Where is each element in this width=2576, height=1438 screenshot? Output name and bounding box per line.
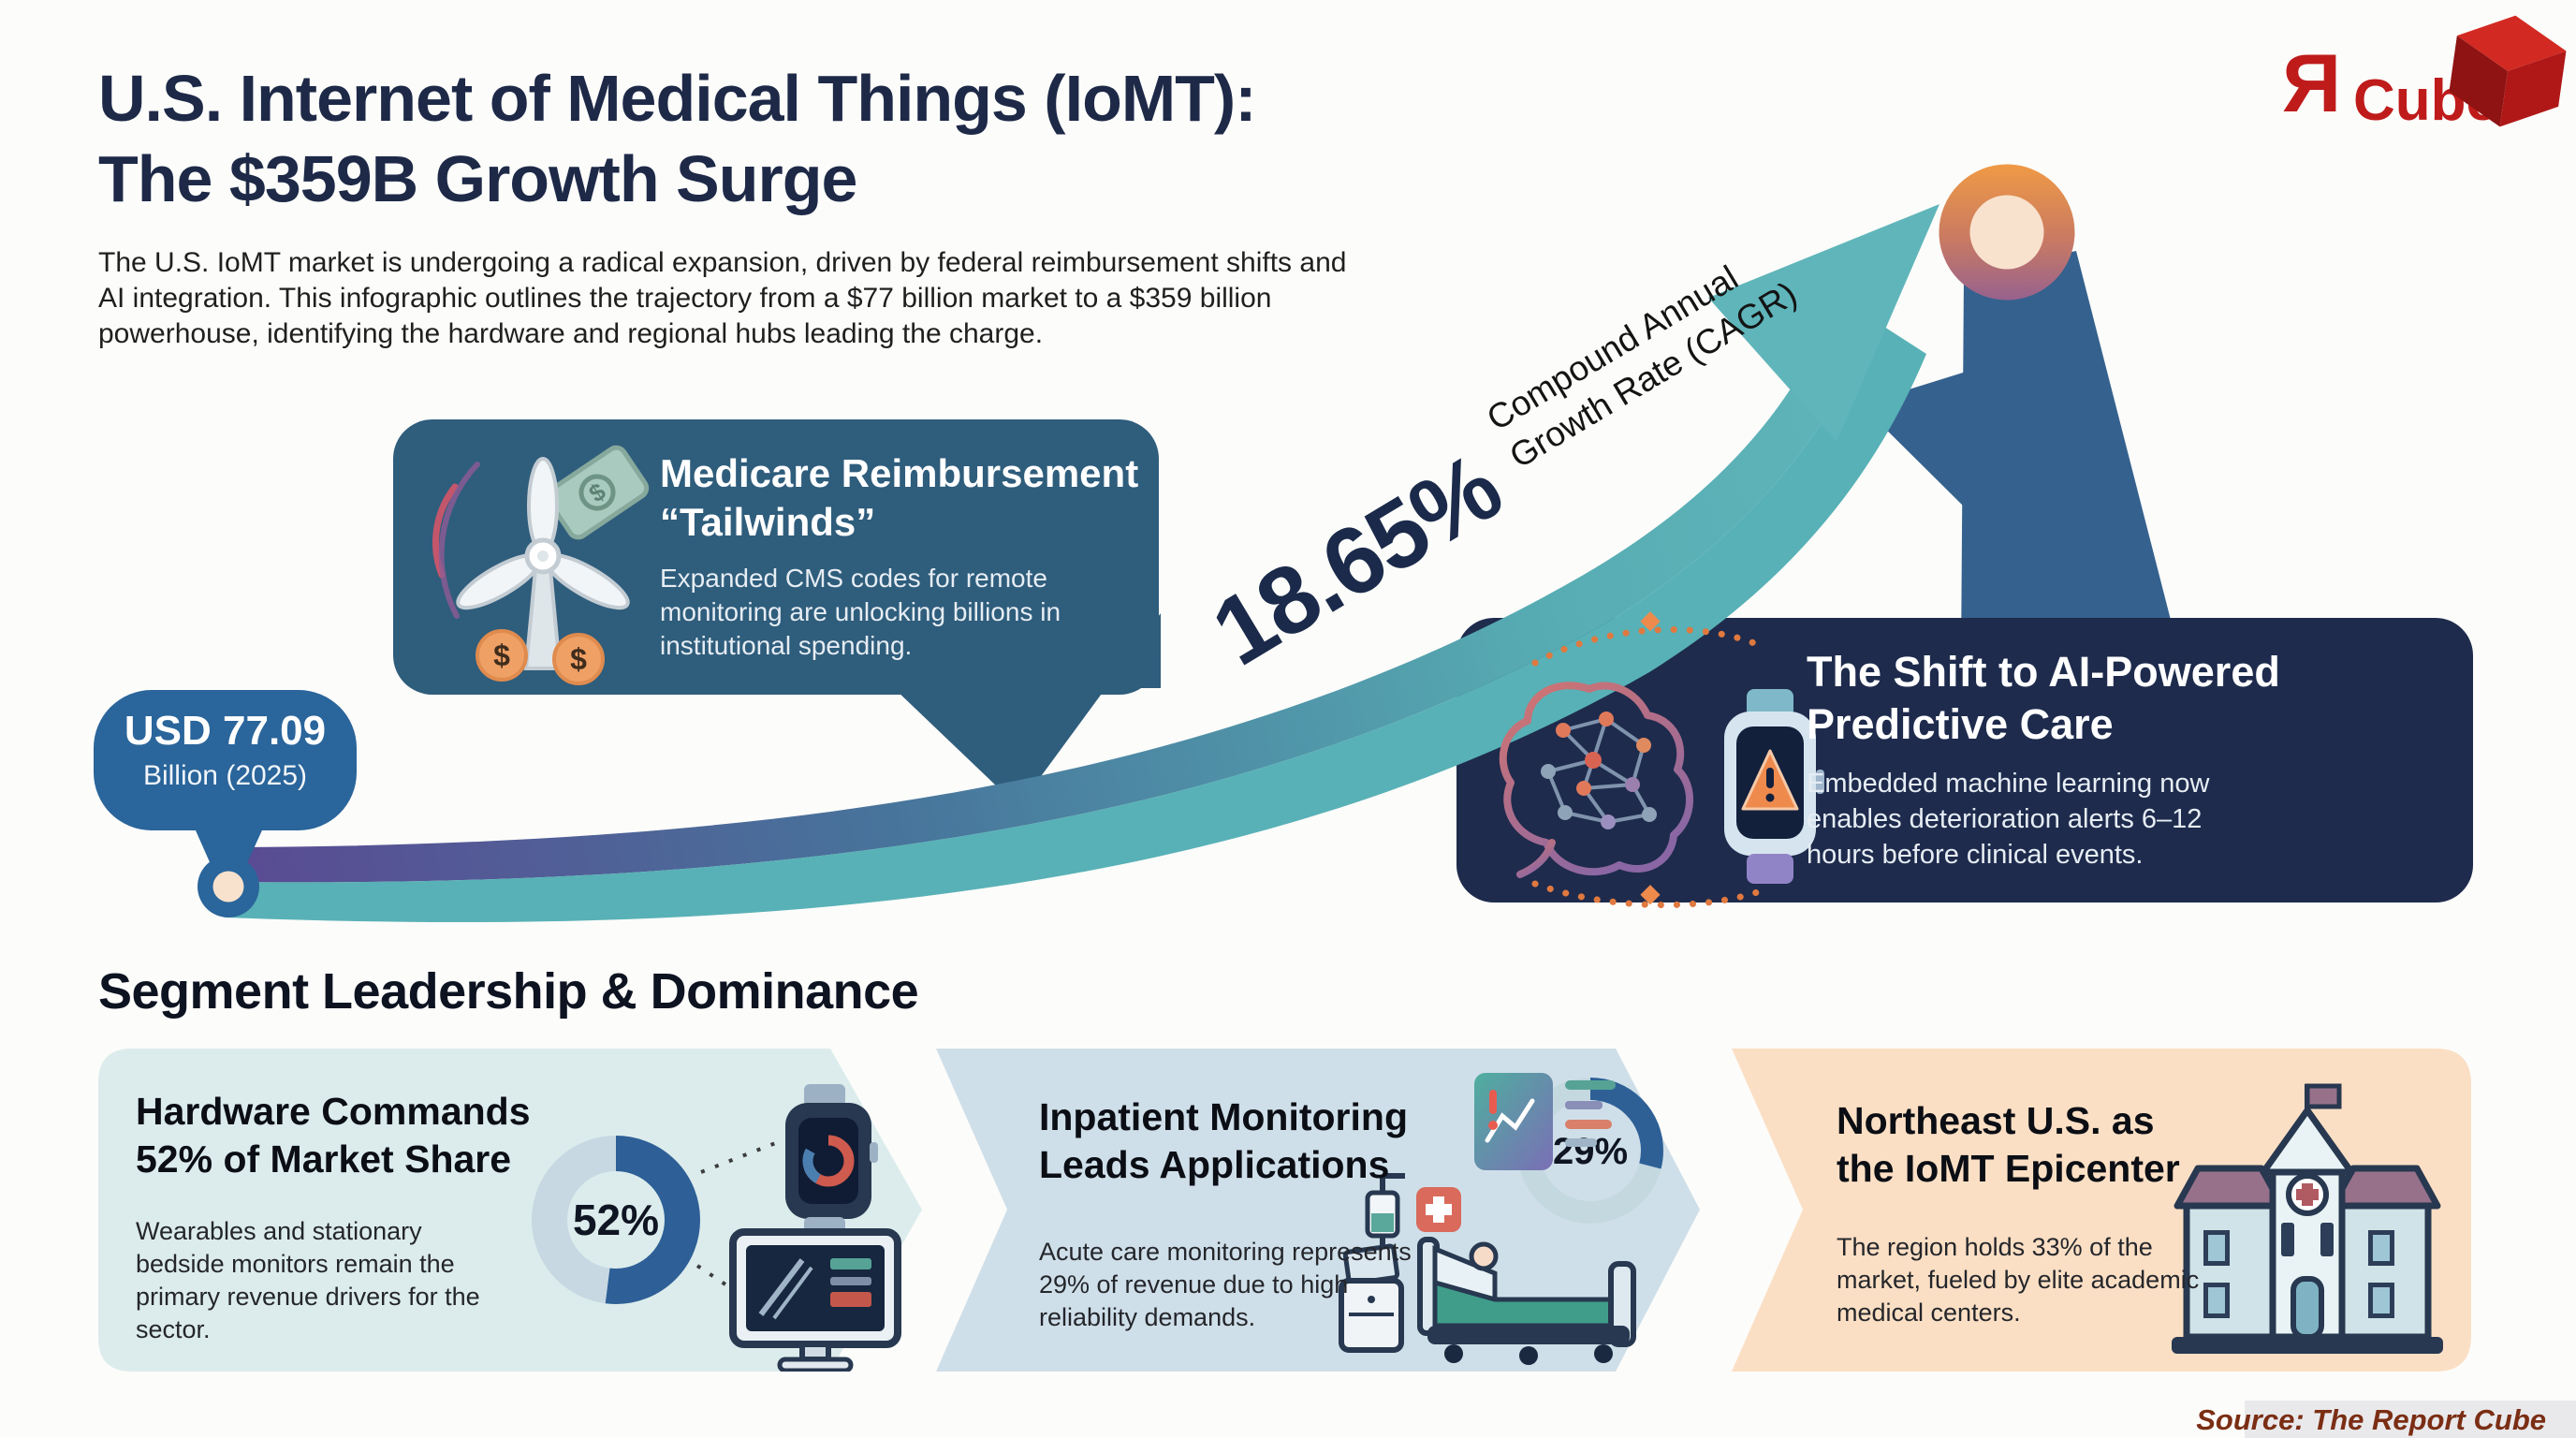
arrow-shadow-ribbon <box>1961 251 2181 660</box>
start-unit: Billion (2025) <box>142 760 308 791</box>
svg-text:$: $ <box>570 642 587 676</box>
ai-body: Embedded machine learning now enables de… <box>1807 769 2210 870</box>
source-attribution: Source: The Report Cube <box>2196 1403 2546 1436</box>
ai-card-bg <box>1456 618 2473 902</box>
donut-52: 52% <box>532 1136 700 1304</box>
ai-watch-alert-icon <box>1724 689 1824 884</box>
card-hardware-body: Wearables and stationary bedside monitor… <box>136 1217 480 1343</box>
turbine-money-icon: $ $ $ <box>432 445 650 685</box>
hospital-building-icon <box>2172 1083 2443 1354</box>
ai-title-line1: The Shift to AI-Powered <box>1807 648 2280 696</box>
section-heading: Segment Leadership & Dominance <box>98 963 919 1020</box>
start-node-inner <box>212 871 244 902</box>
logo-cube-icon <box>2449 15 2567 127</box>
medicare-title-line2: “Tailwinds” <box>660 500 876 544</box>
card-northeast-shape <box>1732 1049 2471 1372</box>
hospital-bed-icon <box>1339 1173 1636 1365</box>
medicare-card-tail <box>894 613 1161 807</box>
card-inpatient-body: Acute care monitoring represents 29% of … <box>1039 1238 1412 1331</box>
card-northeast: Northeast U.S. as the IoMT Epicenter The… <box>1732 1049 2471 1372</box>
page-title-line1: U.S. Internet of Medical Things (IoMT): <box>98 62 1257 135</box>
ai-brain-icon <box>1499 682 1693 878</box>
svg-text:$: $ <box>493 638 510 672</box>
intro-paragraph: The U.S. IoMT market is undergoing a rad… <box>98 247 1347 349</box>
monitor-icon <box>729 1228 901 1372</box>
usd-bubble-bg <box>94 690 357 830</box>
card-inpatient: 29% <box>936 1049 1700 1372</box>
brand-logo: Я Cube <box>2282 15 2567 157</box>
card-inpatient-shape: 29% <box>936 1049 1700 1372</box>
logo-letter: Я <box>2282 37 2342 129</box>
source-strip <box>2245 1401 2576 1438</box>
arrow-tip-ring <box>1939 164 2075 301</box>
medicare-title-line1: Medicare Reimbursement <box>660 451 1139 495</box>
arrowhead <box>1708 204 1939 442</box>
card-northeast-title-line2: the IoMT Epicenter <box>1837 1147 2180 1190</box>
card-hardware-title-line1: Hardware Commands <box>136 1090 531 1133</box>
vitals-chart-icon <box>1474 1073 1553 1170</box>
card-hardware-title-line2: 52% of Market Share <box>136 1137 512 1181</box>
card-hardware: 52% Hardware Commands <box>98 1049 922 1372</box>
card-northeast-title-line1: Northeast U.S. as <box>1837 1099 2155 1142</box>
donut-52-label: 52% <box>573 1196 659 1244</box>
ai-dashed-accents <box>1531 626 1769 909</box>
page-title-line2: The $359B Growth Surge <box>98 142 857 215</box>
medicare-body: Expanded CMS codes for remote monitoring… <box>660 564 1061 660</box>
notes-lines-icon <box>1565 1080 1616 1147</box>
donut-29-label: 29% <box>1553 1131 1628 1172</box>
card-northeast-body: The region holds 33% of the market, fuel… <box>1837 1233 2200 1327</box>
card-inpatient-title-line1: Inpatient Monitoring <box>1039 1095 1408 1138</box>
card-hardware-shape: 52% <box>98 1049 922 1372</box>
ai-title-line2: Predictive Care <box>1807 700 2114 748</box>
start-value: USD 77.09 <box>124 708 327 754</box>
card-inpatient-title-line2: Leads Applications <box>1039 1143 1390 1186</box>
